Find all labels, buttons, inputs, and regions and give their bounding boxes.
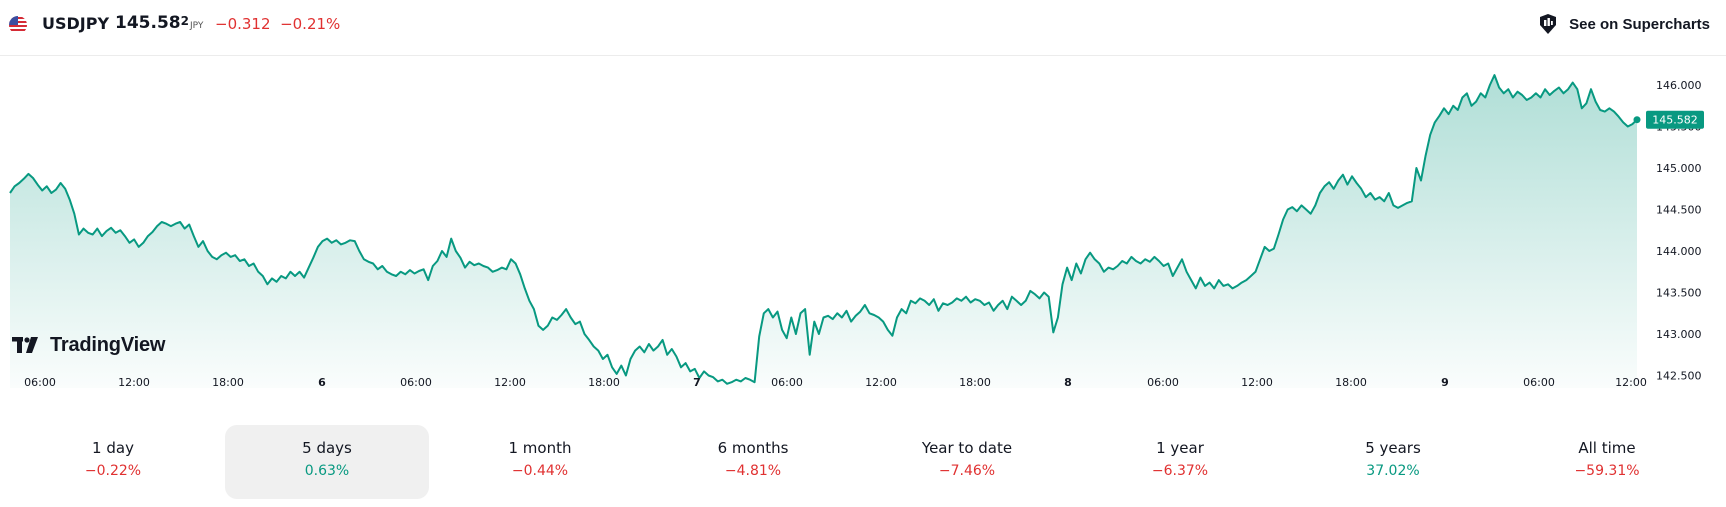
last-price: 145.582JPY xyxy=(115,13,203,33)
y-tick-label: 144.500 xyxy=(1656,204,1702,217)
y-tick-label: 144.000 xyxy=(1656,245,1702,258)
period-label: 6 months xyxy=(717,439,789,457)
period-5-years[interactable]: 5 years 37.02% xyxy=(1291,425,1495,499)
tradingview-logo-icon xyxy=(12,336,38,353)
price-area xyxy=(10,75,1637,388)
period-change: −7.46% xyxy=(938,463,996,479)
x-tick-label: 9 xyxy=(1441,376,1449,389)
period-change: −0.22% xyxy=(84,463,142,479)
x-tick-label: 18:00 xyxy=(1335,376,1367,389)
symbol-ticker: USDJPY xyxy=(42,14,110,33)
x-tick-label: 18:00 xyxy=(212,376,244,389)
symbol-header: USDJPY 145.582JPY −0.312 −0.21% See on S… xyxy=(0,0,1726,56)
period-all-time[interactable]: All time −59.31% xyxy=(1505,425,1709,499)
period-change: −4.81% xyxy=(724,463,782,479)
price-main: 145.58 xyxy=(115,13,181,33)
period-5-days[interactable]: 5 days 0.63% xyxy=(225,425,429,499)
x-tick-label: 06:00 xyxy=(24,376,56,389)
period-change: 0.63% xyxy=(304,463,350,479)
x-tick-label: 12:00 xyxy=(865,376,897,389)
x-tick-label: 7 xyxy=(693,376,701,389)
y-tick-label: 142.500 xyxy=(1656,370,1702,383)
period-1-day[interactable]: 1 day −0.22% xyxy=(11,425,215,499)
x-axis: 06:00 12:00 18:00 6 06:00 12:00 18:00 7 06:00 12:… xyxy=(24,376,1647,389)
period-6-months[interactable]: 6 months −4.81% xyxy=(651,425,855,499)
period-change: −0.44% xyxy=(511,463,569,479)
tradingview-logo[interactable]: TradingView xyxy=(12,334,165,357)
tradingview-logo-text: TradingView xyxy=(50,334,166,356)
y-tick-label: 143.500 xyxy=(1656,287,1702,300)
last-price-marker: 145.582 xyxy=(1633,110,1704,129)
performance-periods: 1 day −0.22% 5 days 0.63% 1 month −0.44% 6 … xyxy=(0,425,1726,501)
period-1-month[interactable]: 1 month −0.44% xyxy=(438,425,642,499)
price-change: −0.312 −0.21% xyxy=(215,15,340,33)
last-price-label: 145.582 xyxy=(1652,114,1698,127)
y-tick-label: 146.000 xyxy=(1656,79,1702,92)
price-line-layer xyxy=(9,74,1638,385)
period-label: 1 day xyxy=(92,439,134,457)
x-tick-label: 06:00 xyxy=(400,376,432,389)
y-tick-label: 145.000 xyxy=(1656,162,1702,175)
price-line xyxy=(9,74,1638,385)
us-flag-icon xyxy=(9,16,27,34)
price-chart-svg[interactable]: 146.000145.500145.000144.500144.000143.5… xyxy=(0,56,1726,396)
last-price-dot xyxy=(1633,116,1641,124)
period-change: 37.02% xyxy=(1366,463,1420,479)
y-tick-label: 143.000 xyxy=(1656,328,1702,341)
change-percent: −0.21% xyxy=(280,15,341,33)
x-tick-label: 12:00 xyxy=(494,376,526,389)
x-tick-label: 18:00 xyxy=(959,376,991,389)
price-superscript: 2 xyxy=(180,14,189,28)
period-change: −6.37% xyxy=(1151,463,1209,479)
x-tick-label: 06:00 xyxy=(1147,376,1179,389)
price-chart[interactable]: 146.000145.500145.000144.500144.000143.5… xyxy=(0,56,1726,396)
x-tick-label: 06:00 xyxy=(1523,376,1555,389)
x-tick-label: 12:00 xyxy=(118,376,150,389)
price-area-layer xyxy=(10,75,1637,388)
x-tick-label: 8 xyxy=(1064,376,1072,389)
x-tick-label: 18:00 xyxy=(588,376,620,389)
x-tick-label: 12:00 xyxy=(1615,376,1647,389)
period-1-year[interactable]: 1 year −6.37% xyxy=(1078,425,1282,499)
period-label: 5 years xyxy=(1365,439,1421,457)
supercharts-label: See on Supercharts xyxy=(1569,15,1710,33)
price-currency: JPY xyxy=(189,21,204,31)
period-label: Year to date xyxy=(921,439,1013,457)
period-label: 1 year xyxy=(1156,439,1204,457)
x-tick-label: 12:00 xyxy=(1241,376,1273,389)
change-absolute: −0.312 xyxy=(215,15,271,33)
period-label: All time xyxy=(1578,439,1636,457)
last-price-badge xyxy=(1646,110,1704,129)
x-tick-label: 06:00 xyxy=(771,376,803,389)
period-label: 5 days xyxy=(302,439,352,457)
period-year-to-date[interactable]: Year to date −7.46% xyxy=(865,425,1069,499)
see-on-supercharts-button[interactable]: See on Supercharts xyxy=(1536,12,1710,36)
supercharts-icon xyxy=(1540,14,1557,34)
period-change: −59.31% xyxy=(1574,463,1640,479)
period-label: 1 month xyxy=(508,439,572,457)
x-tick-label: 6 xyxy=(318,376,326,389)
